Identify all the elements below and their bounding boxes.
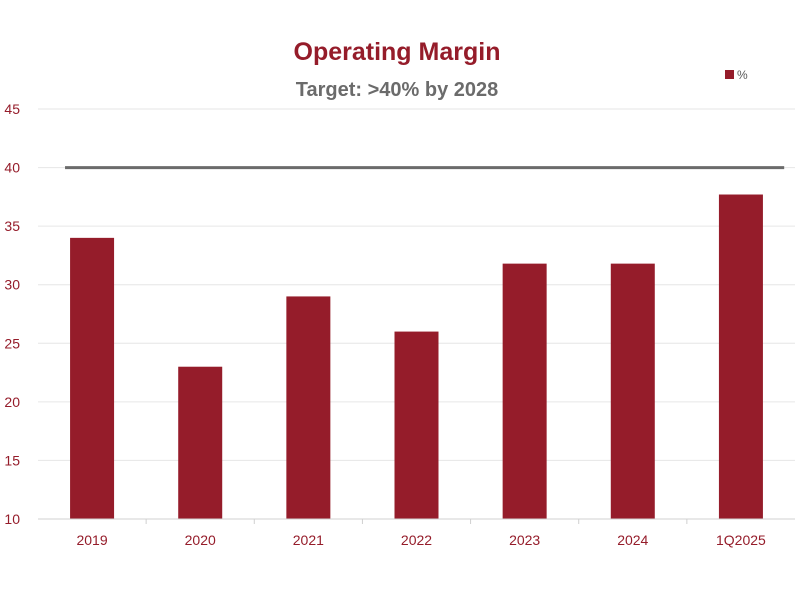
chart-title: Operating Margin — [294, 38, 501, 66]
y-tick-label: 20 — [4, 394, 20, 410]
legend-label: % — [737, 68, 748, 82]
bar-2019 — [70, 237, 115, 519]
bar-2024 — [610, 263, 655, 519]
y-tick-label: 35 — [4, 218, 20, 234]
x-tick-label: 2021 — [293, 532, 324, 548]
bar-2023 — [502, 263, 547, 519]
bar-2021 — [286, 296, 331, 519]
x-tick-label: 2019 — [76, 532, 107, 548]
y-tick-label: 45 — [4, 101, 20, 117]
legend-swatch — [725, 70, 734, 79]
x-tick-label: 2020 — [185, 532, 216, 548]
bar-2020 — [178, 366, 223, 519]
x-tick-label: 2024 — [617, 532, 648, 548]
y-tick-label: 30 — [4, 277, 20, 293]
y-tick-label: 15 — [4, 452, 20, 468]
bar-1Q2025 — [718, 194, 763, 519]
chart-subtitle: Target: >40% by 2028 — [296, 79, 499, 101]
x-tick-label: 2023 — [509, 532, 540, 548]
legend: % — [725, 68, 748, 82]
bars — [70, 194, 763, 519]
y-tick-label: 10 — [4, 511, 20, 527]
x-tick-label: 1Q2025 — [716, 532, 766, 548]
y-tick-label: 40 — [4, 160, 20, 176]
bar-2022 — [394, 331, 439, 519]
y-axis-ticks: 10 15 20 25 30 35 40 45 — [4, 101, 20, 527]
y-tick-label: 25 — [4, 335, 20, 351]
x-tick-label: 2022 — [401, 532, 432, 548]
x-axis-ticks: 2019 2020 2021 2022 2023 2024 1Q2025 — [76, 519, 766, 548]
